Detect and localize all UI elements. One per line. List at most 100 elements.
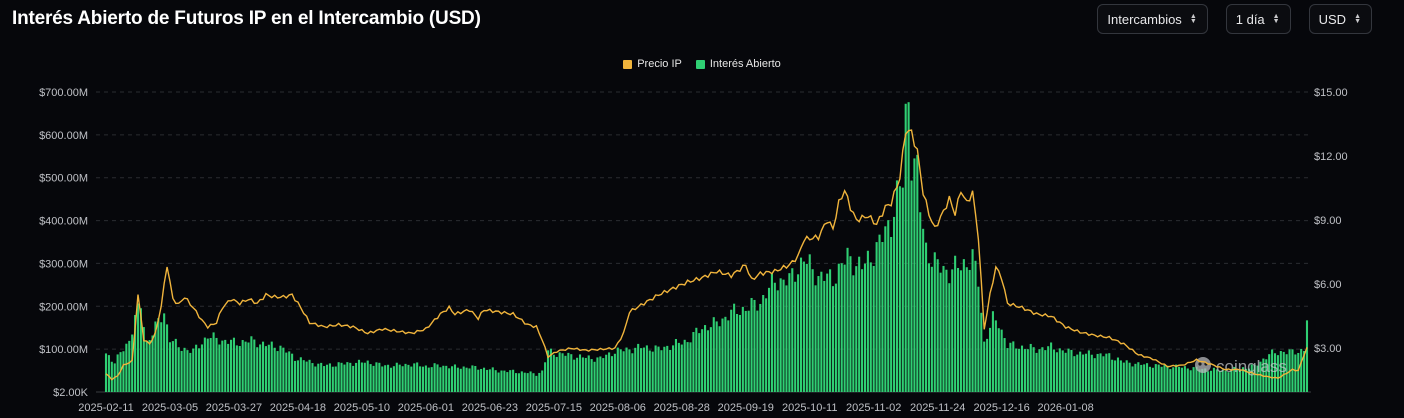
legend-swatch-open-interest <box>695 59 705 69</box>
open-interest-bar <box>1041 347 1044 392</box>
open-interest-bar <box>1076 354 1079 392</box>
open-interest-bar <box>180 350 183 392</box>
x-tick-label: 2025-05-10 <box>334 402 390 414</box>
open-interest-bar <box>974 260 977 392</box>
open-interest-bar <box>599 356 602 392</box>
x-tick-label: 2025-12-16 <box>974 402 1030 414</box>
open-interest-bar <box>1061 350 1064 392</box>
open-interest-bar <box>631 353 634 392</box>
open-interest-bar <box>567 352 570 392</box>
open-interest-bar <box>136 303 140 392</box>
left-tick-label: $300.00M <box>39 258 88 270</box>
open-interest-bar <box>657 346 660 392</box>
open-interest-bar <box>866 250 869 392</box>
open-interest-bar <box>1099 353 1102 392</box>
open-interest-bar <box>517 373 520 392</box>
open-interest-bar <box>491 367 494 392</box>
open-interest-bar <box>471 365 474 392</box>
open-interest-bar <box>1236 369 1239 392</box>
open-interest-bar <box>232 337 235 392</box>
open-interest-bar <box>1006 348 1009 392</box>
open-interest-bar <box>387 364 390 392</box>
open-interest-bar <box>1000 329 1003 392</box>
open-interest-bar <box>1169 369 1172 392</box>
open-interest-bar <box>221 340 224 392</box>
open-interest-bar <box>581 357 584 392</box>
open-interest-bar <box>163 313 166 392</box>
open-interest-bar <box>878 234 881 392</box>
open-interest-bar <box>1151 367 1154 392</box>
open-interest-bar <box>451 366 454 392</box>
open-interest-bar <box>224 339 227 392</box>
left-tick-label: $700.00M <box>39 87 88 99</box>
open-interest-bar <box>1137 362 1140 392</box>
open-interest-bar <box>1055 352 1058 392</box>
legend-item-price[interactable]: Precio IP <box>623 58 682 70</box>
interval-select[interactable]: 1 día ▲ ▼ <box>1225 4 1291 34</box>
open-interest-bar <box>730 309 733 392</box>
open-interest-bar <box>779 278 782 392</box>
page-title: Interés Abierto de Futuros IP en el Inte… <box>12 8 481 29</box>
open-interest-bar <box>288 351 291 392</box>
open-interest-bar <box>680 344 683 392</box>
open-interest-bar <box>1180 367 1183 392</box>
open-interest-bar <box>642 347 646 392</box>
open-interest-bar <box>247 342 250 392</box>
open-interest-bar <box>1134 363 1137 392</box>
open-interest-bar <box>430 367 433 392</box>
open-interest-bar <box>901 187 904 392</box>
open-interest-bar <box>968 269 971 392</box>
open-interest-bar <box>160 322 163 392</box>
open-interest-bar <box>1230 369 1233 392</box>
open-interest-bar <box>273 347 276 392</box>
open-interest-bar <box>651 351 654 392</box>
open-interest-bar <box>1198 369 1201 392</box>
legend-item-open-interest[interactable]: Interés Abierto <box>695 58 781 70</box>
open-interest-bar <box>980 312 983 392</box>
x-tick-label: 2025-09-19 <box>718 402 774 414</box>
open-interest-bar <box>485 369 488 392</box>
open-interest-bar <box>250 336 253 392</box>
left-tick-label: $2.00K <box>53 387 89 399</box>
open-interest-bar <box>1038 349 1041 392</box>
watermark-text: coinglass <box>1216 357 1287 376</box>
open-interest-bar <box>660 350 663 392</box>
open-interest-bar <box>145 341 148 392</box>
open-interest-bar <box>677 342 680 392</box>
x-tick-label: 2025-10-11 <box>782 402 837 414</box>
open-interest-bar <box>913 158 916 392</box>
open-interest-bar <box>669 349 672 392</box>
open-interest-bar <box>1297 352 1300 392</box>
open-interest-bar <box>279 345 282 392</box>
open-interest-bar <box>1300 348 1303 392</box>
open-interest-bar <box>782 279 785 392</box>
open-interest-bar <box>654 345 657 392</box>
open-interest-bar <box>1067 348 1070 392</box>
open-interest-bar <box>1259 361 1262 392</box>
open-interest-bar <box>509 370 512 392</box>
open-interest-bar <box>395 362 398 392</box>
open-interest-bar <box>416 362 419 392</box>
open-interest-bar <box>1303 351 1306 392</box>
currency-select[interactable]: USD ▲ ▼ <box>1308 4 1372 34</box>
open-interest-bar <box>907 102 910 392</box>
open-interest-bar <box>171 341 174 392</box>
chevron-updown-icon: ▲ ▼ <box>1354 13 1361 25</box>
open-interest-bar <box>244 341 247 392</box>
open-interest-bar <box>512 369 515 392</box>
open-interest-bar <box>666 345 669 392</box>
open-interest-bar <box>959 270 962 392</box>
open-interest-bar <box>157 318 160 392</box>
open-interest-bar <box>919 212 922 392</box>
open-interest-bar <box>893 216 896 392</box>
open-interest-bar <box>1218 371 1221 392</box>
open-interest-bar <box>352 365 355 392</box>
open-interest-bar <box>482 367 486 392</box>
open-interest-bar <box>177 347 180 392</box>
open-interest-bar <box>209 338 212 392</box>
exchanges-select[interactable]: Intercambios ▲ ▼ <box>1097 4 1208 34</box>
open-interest-bar <box>776 290 779 392</box>
open-interest-bar <box>576 357 579 392</box>
open-interest-bar <box>456 367 459 392</box>
